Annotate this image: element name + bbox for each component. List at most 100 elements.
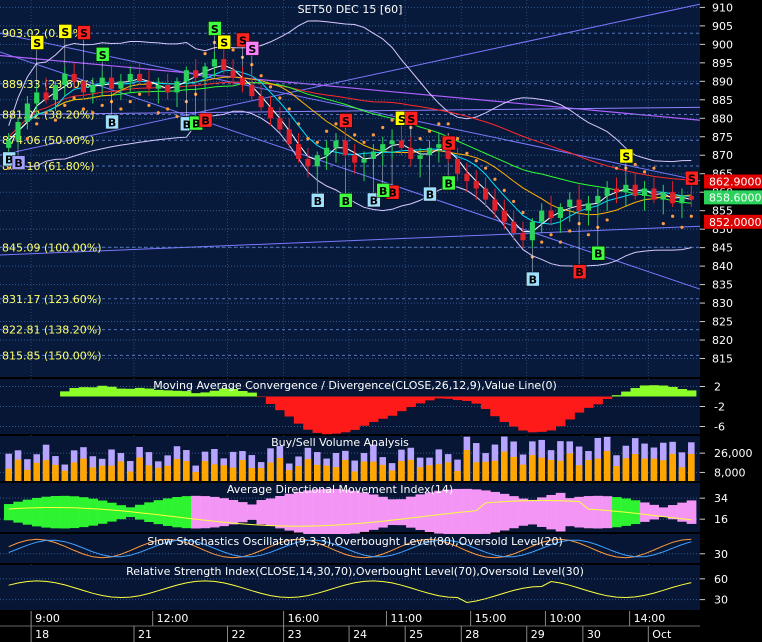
signal-letter: B: [108, 116, 116, 129]
adx-band: [22, 499, 33, 525]
macd-bar: [649, 385, 659, 397]
adx-title: Average Directional Movement Index(14): [227, 483, 453, 496]
macd-bar: [480, 396, 491, 409]
candle-body: [454, 158, 461, 174]
candle-body: [342, 140, 348, 156]
candle-body: [183, 70, 189, 82]
volume-bar-buy: [323, 465, 330, 481]
adx-band: [293, 491, 304, 533]
adx-band: [537, 497, 547, 527]
candle-body: [155, 85, 161, 89]
volume-bar-buy: [566, 453, 574, 481]
sar-dot: [287, 107, 291, 111]
signal-letter: B: [5, 153, 13, 166]
volume-bar-buy: [501, 451, 508, 481]
price-panel-background: [0, 0, 700, 377]
adx-band: [32, 497, 42, 527]
adx-band: [97, 500, 108, 524]
volume-bar-buy: [183, 461, 190, 481]
signal-letter: S: [398, 113, 406, 126]
tick-label: -6: [714, 421, 725, 434]
macd-bar: [256, 396, 267, 398]
candle-body: [501, 210, 507, 222]
candle-body: [539, 210, 545, 222]
volume-bar-buy: [547, 459, 555, 481]
stochastic-panel[interactable]: Slow Stochastics Oscillator(9,3,3),Overb…: [0, 534, 700, 563]
candle-body: [211, 59, 217, 67]
candle-body: [426, 147, 433, 156]
candle-body: [670, 192, 676, 204]
volume-bar-buy: [669, 453, 676, 481]
stochastic-k-line: [8, 538, 692, 559]
macd-bar: [125, 388, 136, 397]
sar-dot: [558, 240, 563, 244]
macd-bar: [602, 396, 613, 399]
volume-bar-buy: [285, 470, 293, 481]
macd-bar: [275, 396, 285, 411]
volume-bar-buy: [117, 461, 125, 481]
macd-bar: [686, 390, 697, 397]
volume-bar-sell: [575, 446, 583, 481]
volume-bar-sell: [126, 461, 134, 481]
volume-bar-buy: [641, 458, 648, 481]
ma-green: [8, 82, 692, 204]
time-label: 16:00: [288, 612, 320, 625]
candle-body: [557, 206, 563, 219]
axis-background: [700, 379, 762, 434]
macd-panel[interactable]: Moving Average Convergence / Divergence(…: [0, 379, 700, 435]
tick-label: 900: [712, 38, 733, 51]
volume-bar-buy: [379, 464, 387, 481]
signal-box: [208, 21, 222, 36]
candle-body: [62, 73, 68, 86]
time-label: 14:00: [634, 612, 666, 625]
tick-label: 855: [712, 205, 733, 218]
volume-bar-buy: [435, 464, 443, 481]
macd-bar: [452, 396, 463, 401]
candle-body: [688, 195, 694, 200]
price-tag-box: [704, 214, 762, 229]
volume-bar-buy: [510, 456, 517, 481]
macd-bar: [518, 396, 529, 431]
bollinger-upper: [8, 20, 692, 163]
macd-bar: [312, 396, 323, 433]
volume-bar-sell: [108, 449, 115, 481]
sar-dot: [680, 225, 684, 229]
macd-bar: [162, 390, 173, 397]
price-panel[interactable]: 903.02 (0.00%)889.33 (23.60%)881.02 (38.…: [0, 0, 720, 610]
macd-bar: [153, 389, 164, 397]
macd-bar: [443, 396, 454, 399]
sar-dot: [296, 122, 301, 126]
fib-label: 845.09 (100.00%): [2, 241, 102, 254]
adx-panel[interactable]: Average Directional Movement Index(14): [0, 483, 700, 536]
sar-dot: [25, 137, 29, 141]
candle-body: [436, 144, 442, 148]
adx-band: [518, 498, 529, 526]
signal-letter: B: [201, 115, 209, 128]
tick-label: 30: [714, 548, 728, 561]
channel-line: [0, 106, 720, 116]
macd-bar: [69, 388, 80, 397]
sar-dot: [81, 107, 86, 111]
candle-body: [520, 232, 526, 241]
macd-bar: [378, 396, 388, 419]
macd-bar: [191, 393, 201, 397]
sar-dot: [53, 118, 58, 122]
volume-bar-buy: [145, 465, 153, 481]
adx-band: [667, 505, 678, 520]
volume-bar-buy: [575, 465, 583, 481]
candle-body: [108, 77, 115, 89]
adx-band: [331, 488, 342, 536]
macd-bar: [462, 396, 472, 401]
volume-bar-buy: [33, 462, 41, 481]
adx-band: [78, 497, 89, 528]
signal-letter: B: [370, 194, 378, 207]
rsi-panel[interactable]: Relative Strength Index(CLOSE,14,30,70),…: [0, 565, 700, 610]
sar-dot: [671, 214, 675, 218]
candle-body: [352, 155, 358, 163]
volume-panel[interactable]: Buy/Sell Volume Analysis: [0, 436, 700, 481]
signal-letter: B: [529, 274, 537, 287]
macd-bar: [172, 390, 183, 397]
signal-letter: S: [211, 23, 219, 36]
volume-bar-buy: [519, 464, 527, 481]
